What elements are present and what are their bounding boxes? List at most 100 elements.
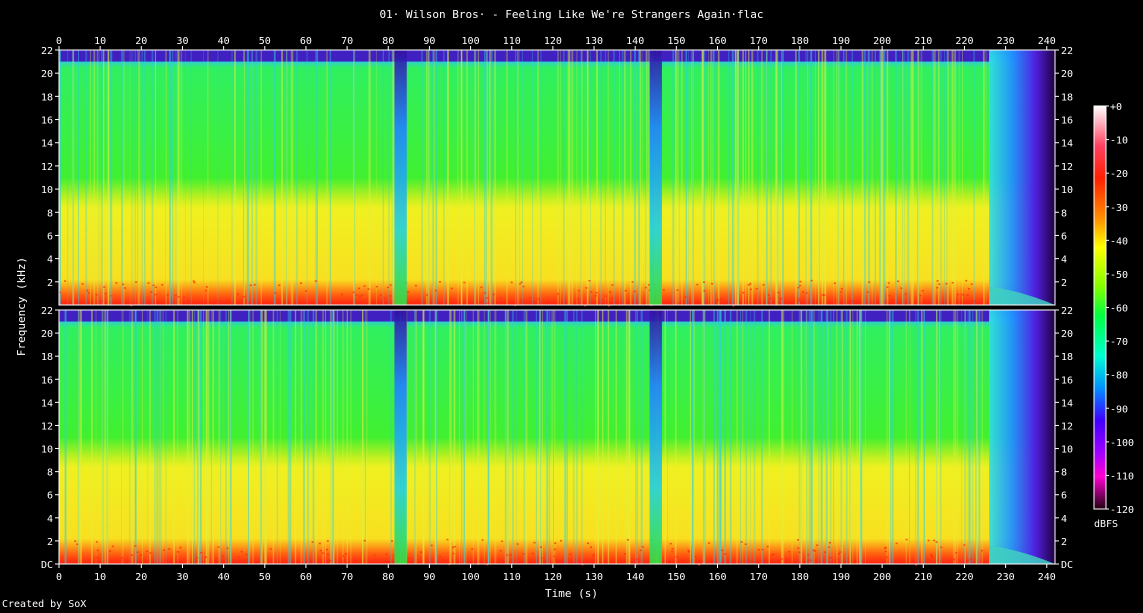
- spectral-streak: [871, 50, 873, 305]
- x-tick-label-top: 80: [382, 36, 394, 47]
- spectral-streak: [300, 310, 303, 564]
- low-freq-peak: [154, 293, 157, 296]
- spectral-streak: [332, 310, 335, 564]
- low-freq-peak: [624, 289, 627, 292]
- spectral-streak: [820, 310, 823, 564]
- spectral-streak: [805, 310, 807, 564]
- spectral-streak: [902, 50, 904, 305]
- y-tick-label-left: 2: [47, 537, 53, 548]
- spectral-streak: [902, 50, 904, 305]
- low-freq-peak: [95, 556, 98, 559]
- low-freq-peak: [554, 558, 557, 561]
- low-freq-peak: [631, 281, 634, 283]
- spectral-streak: [639, 50, 641, 305]
- low-freq-peak: [797, 547, 800, 549]
- low-freq-peak: [249, 284, 252, 287]
- low-freq-peak: [678, 559, 681, 562]
- low-freq-peak: [76, 543, 79, 546]
- spectral-streak: [875, 50, 876, 305]
- spectral-streak: [628, 310, 631, 564]
- spectral-streak: [729, 310, 732, 564]
- spectral-streak: [728, 50, 730, 305]
- spectral-streak: [322, 310, 324, 564]
- spectral-streak: [553, 310, 556, 564]
- low-freq-peak: [799, 280, 802, 283]
- spectral-streak: [953, 310, 955, 564]
- low-freq-peak: [367, 288, 370, 290]
- spectral-streak: [646, 50, 648, 305]
- spectral-streak: [131, 50, 133, 305]
- low-freq-peak: [571, 561, 574, 563]
- low-freq-peak: [834, 299, 837, 302]
- spectral-streak: [247, 50, 250, 305]
- low-freq-peak: [732, 304, 735, 307]
- low-freq-peak: [112, 545, 115, 548]
- low-freq-peak: [887, 282, 890, 284]
- spectral-streak: [95, 310, 97, 564]
- low-freq-peak: [636, 558, 639, 561]
- spectral-streak: [457, 50, 459, 305]
- low-freq-peak: [648, 284, 651, 286]
- quiet-section: [394, 310, 407, 564]
- spectral-streak: [504, 310, 507, 564]
- y-tick-label-left: 8: [47, 208, 53, 219]
- low-freq-peak: [110, 294, 113, 297]
- low-freq-peak: [318, 542, 321, 545]
- spectral-streak: [133, 50, 135, 305]
- spectral-streak: [782, 50, 784, 305]
- low-freq-peak: [626, 539, 629, 541]
- spectral-streak: [210, 310, 213, 564]
- spectral-streak: [852, 310, 854, 564]
- low-freq-peak: [553, 548, 556, 551]
- spectral-streak: [781, 50, 783, 305]
- spectral-streak: [197, 310, 199, 564]
- spectral-streak: [128, 310, 131, 564]
- low-freq-peak: [933, 539, 936, 542]
- low-freq-peak: [675, 556, 678, 558]
- spectral-streak: [59, 50, 61, 305]
- colorbar-tick-label: -90: [1110, 404, 1128, 415]
- spectral-streak: [624, 50, 626, 305]
- fade-out-tail: [989, 545, 1055, 564]
- low-freq-peak: [95, 541, 98, 543]
- low-freq-peak: [921, 289, 924, 292]
- spectral-streak: [458, 310, 460, 564]
- y-tick-label-left: 6: [47, 231, 53, 242]
- low-freq-peak: [375, 285, 378, 288]
- low-freq-peak: [152, 284, 155, 287]
- low-freq-peak: [969, 558, 972, 560]
- spectral-streak: [596, 50, 598, 305]
- low-freq-peak: [177, 296, 180, 298]
- spectral-streak: [156, 310, 158, 564]
- low-freq-peak: [915, 563, 918, 566]
- spectral-streak: [307, 310, 309, 564]
- spectral-streak: [645, 50, 647, 305]
- x-tick-label-bottom: 0: [56, 572, 62, 583]
- spectral-streak: [702, 310, 704, 564]
- spectral-streak: [333, 310, 334, 564]
- spectral-streak: [151, 50, 154, 305]
- low-freq-peak: [134, 545, 137, 547]
- spectral-streak: [748, 50, 750, 305]
- low-freq-peak: [139, 554, 142, 556]
- low-freq-peak: [177, 561, 180, 564]
- spectral-streak: [768, 310, 771, 564]
- x-tick-label-bottom: 220: [955, 572, 973, 583]
- low-freq-peak: [823, 294, 826, 296]
- low-freq-peak: [537, 298, 540, 300]
- low-freq-peak: [374, 561, 377, 563]
- low-freq-peak: [972, 299, 975, 302]
- quiet-section: [649, 310, 662, 564]
- spectral-streak: [815, 50, 816, 305]
- spectral-streak: [423, 310, 425, 564]
- y-tick-label-left: 14: [41, 139, 53, 150]
- x-tick-label-bottom: 230: [997, 572, 1015, 583]
- spectral-streak: [121, 50, 123, 305]
- spectral-streak: [494, 50, 496, 305]
- spectral-streak: [851, 50, 853, 305]
- low-freq-peak: [829, 556, 832, 559]
- low-freq-peak: [96, 549, 99, 552]
- spectral-streak: [212, 310, 215, 564]
- spectral-streak: [72, 50, 75, 305]
- spectral-streak: [428, 310, 431, 564]
